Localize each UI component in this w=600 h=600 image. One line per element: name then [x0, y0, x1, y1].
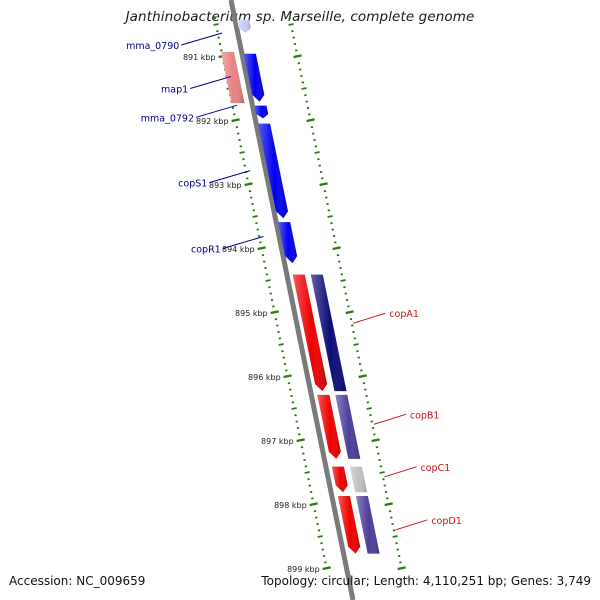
- scale-tick-1-31: [327, 215, 333, 218]
- gene-feature-0[interactable]: [237, 19, 251, 33]
- scale-tick-1-61: [366, 407, 372, 410]
- tick-label-8: 898 kbp: [274, 501, 307, 510]
- gene-label-copS1[interactable]: copS1: [178, 170, 251, 190]
- gene-label-copA1[interactable]: copA1: [353, 309, 419, 324]
- scale-tick-1-11: [301, 87, 307, 90]
- gene-label-copB1[interactable]: copB1: [373, 410, 440, 425]
- gene-label-text-map1: map1: [161, 85, 188, 96]
- scale-tick-0-51: [278, 343, 284, 346]
- tick-label-9: 899 kbp: [287, 565, 320, 574]
- scale-tick-0-66: [296, 438, 305, 443]
- gene-copR1[interactable]: [278, 222, 298, 264]
- scale-tick-1-21: [314, 151, 320, 154]
- scale-tick-1-36: [332, 246, 341, 251]
- gene-copD1[interactable]: [337, 496, 361, 554]
- gene-copB1[interactable]: [317, 394, 341, 459]
- map-title: Janthinobacterium sp. Marseille, complet…: [125, 9, 475, 25]
- scale-tick-0-21: [239, 151, 245, 154]
- gene-label-text-copA1: copA1: [389, 309, 419, 320]
- gene-label-copD1[interactable]: copD1: [395, 516, 462, 531]
- scale-tick-0-31: [252, 215, 258, 218]
- gene-label-copR1[interactable]: copR1: [191, 236, 264, 256]
- scale-tick-0-71: [304, 471, 310, 474]
- gene-feature-9[interactable]: [335, 394, 361, 459]
- tick-label-3: 893 kbp: [209, 181, 242, 190]
- tick-label-6: 896 kbp: [248, 373, 281, 382]
- scale-tick-1-6: [293, 54, 302, 59]
- scale-tick-1-76: [384, 502, 393, 507]
- scale-tick-1-1: [288, 23, 294, 26]
- tick-label-1: 891 kbp: [183, 53, 216, 62]
- genome-backbone: [228, 0, 356, 600]
- genes: [221, 19, 380, 554]
- gene-label-text-mma_0790: mma_0790: [126, 41, 179, 52]
- gene-mma_0790[interactable]: [243, 53, 265, 102]
- gene-label-text-copD1: copD1: [431, 516, 461, 527]
- gene-map1[interactable]: [221, 51, 245, 104]
- gene-mma_0792[interactable]: [254, 105, 269, 119]
- tick-label-2: 892 kbp: [196, 117, 229, 126]
- scale-tick-labels: 891 kbp 892 kbp 893 kbp 894 kbp 895 kbp 896 k…: [183, 53, 320, 574]
- gene-copS1[interactable]: [258, 123, 288, 219]
- scale-tick-0-46: [270, 310, 279, 315]
- gene-label-text-copS1: copS1: [178, 179, 207, 190]
- gene-feature-7[interactable]: [310, 274, 347, 392]
- scale-tick-0-26: [244, 182, 253, 187]
- scale-tick-0-61: [291, 407, 297, 410]
- scale-tick-0-56: [283, 374, 292, 379]
- scale-tick-1-41: [340, 279, 346, 282]
- gene-label-text-copR1: copR1: [191, 245, 221, 256]
- gene-feature-11[interactable]: [349, 466, 368, 493]
- gene-label-copC1[interactable]: copC1: [384, 463, 451, 478]
- gene-label-text-copB1: copB1: [410, 410, 440, 421]
- scale-tick-0-36: [257, 246, 266, 251]
- scale-tick-0-76: [309, 502, 318, 507]
- scale-tick-1-16: [306, 118, 315, 123]
- gene-label-text-copC1: copC1: [421, 463, 451, 474]
- gene-copC1[interactable]: [331, 466, 348, 493]
- scale-tick-1-46: [345, 310, 354, 315]
- gene-label-text-mma_0792: mma_0792: [141, 113, 194, 124]
- scale-tick-0-86: [322, 566, 331, 571]
- tick-label-4: 894 kbp: [222, 245, 255, 254]
- scale-tick-1-86: [397, 566, 406, 571]
- gene-label-mma_0792[interactable]: mma_0792: [141, 104, 237, 124]
- scale-tick-1-51: [353, 343, 359, 346]
- scale-tick-0-81: [317, 535, 323, 538]
- scale-tick-1-81: [392, 535, 398, 538]
- scale-tick-1-71: [379, 471, 385, 474]
- accession-text: Accession: NC_009659: [9, 574, 146, 588]
- genome-summary-text: Topology: circular; Length: 4,110,251 bp…: [261, 574, 591, 588]
- tick-label-7: 897 kbp: [261, 437, 294, 446]
- scale-ticks: [213, 17, 406, 571]
- gene-label-map1[interactable]: map1: [161, 76, 232, 96]
- tick-label-5: 895 kbp: [235, 309, 268, 318]
- scale-tick-1-66: [371, 438, 380, 443]
- gene-feature-13[interactable]: [355, 496, 380, 554]
- scale-tick-1-26: [319, 182, 328, 187]
- scale-tick-0-16: [231, 118, 240, 123]
- gene-label-mma_0790[interactable]: mma_0790: [126, 32, 223, 52]
- gene-copA1[interactable]: [292, 274, 328, 392]
- scale-tick-0-41: [265, 279, 271, 282]
- scale-tick-1-56: [358, 374, 367, 379]
- scale-tick-0-1: [213, 23, 219, 26]
- gene-labels: mma_0790 map1 mma_0792 copS1 copR1 copA1 copB1…: [126, 32, 462, 531]
